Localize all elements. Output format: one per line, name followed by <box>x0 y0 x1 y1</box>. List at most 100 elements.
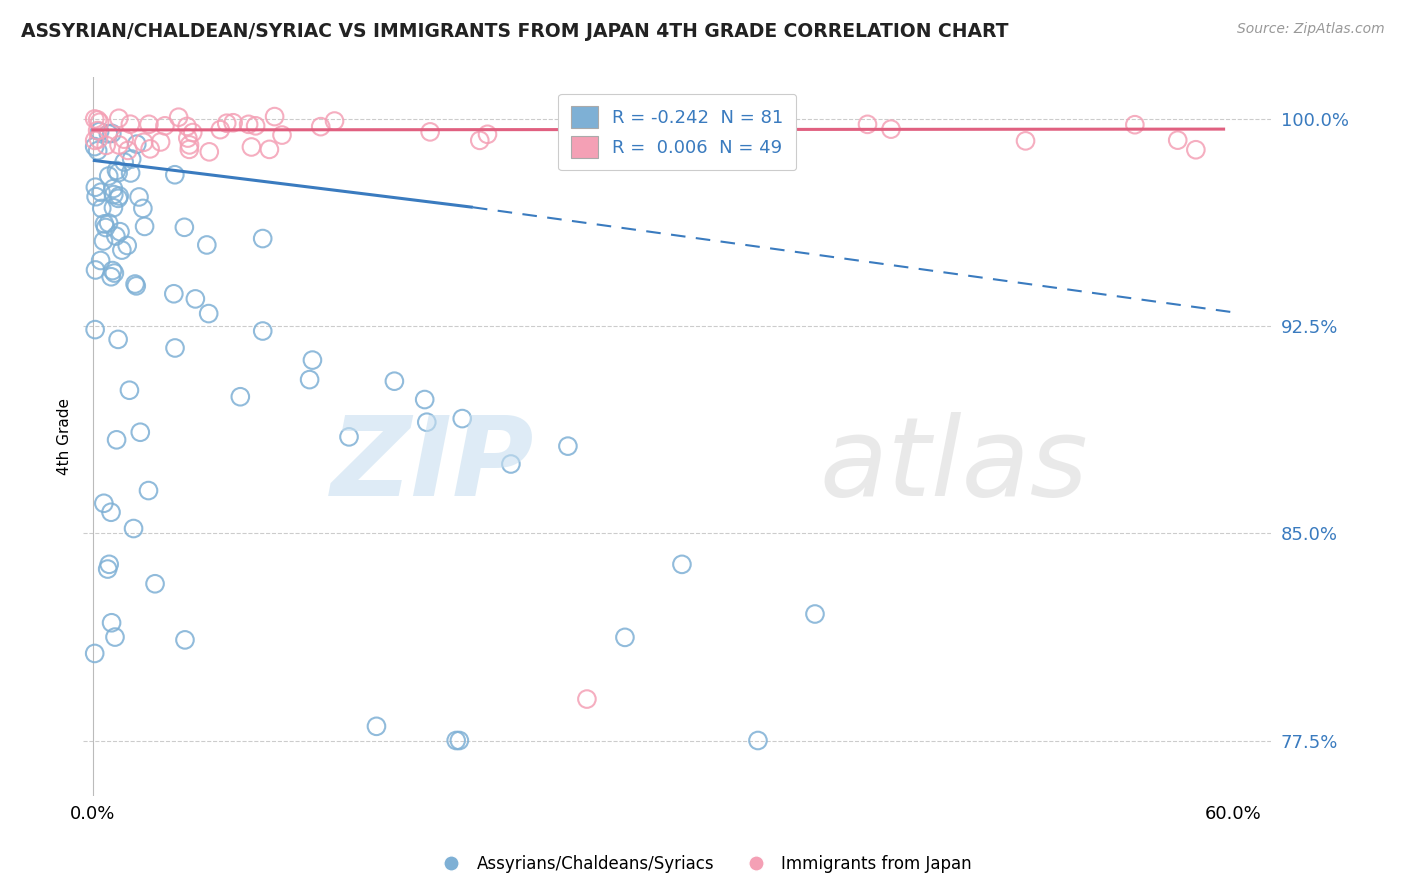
Point <box>298 373 321 387</box>
Point <box>138 483 160 498</box>
Point <box>129 425 152 440</box>
Point <box>120 117 142 131</box>
Point <box>90 253 112 268</box>
Legend: R = -0.242  N = 81, R =  0.006  N = 49: R = -0.242 N = 81, R = 0.006 N = 49 <box>558 94 796 170</box>
Point <box>86 123 108 137</box>
Point <box>163 341 186 355</box>
Point <box>90 202 112 216</box>
Point <box>112 155 135 169</box>
Point <box>1167 133 1189 147</box>
Point <box>125 137 148 152</box>
Point <box>108 189 131 203</box>
Y-axis label: 4th Grade: 4th Grade <box>58 398 72 475</box>
Point <box>671 558 693 572</box>
Point <box>93 234 115 248</box>
Point <box>163 168 186 182</box>
Point <box>90 185 112 199</box>
Point <box>804 607 827 621</box>
Point <box>96 138 118 153</box>
Point <box>174 632 197 647</box>
Point <box>184 292 207 306</box>
Point <box>100 505 122 519</box>
Text: Source: ZipAtlas.com: Source: ZipAtlas.com <box>1237 22 1385 37</box>
Point <box>104 229 127 244</box>
Point <box>616 113 638 128</box>
Point <box>83 112 105 126</box>
Point <box>101 263 124 277</box>
Point <box>94 220 117 235</box>
Point <box>139 142 162 156</box>
Point <box>747 733 769 747</box>
Point <box>105 433 128 447</box>
Point <box>163 286 186 301</box>
Point <box>252 324 274 338</box>
Point <box>222 116 245 130</box>
Point <box>132 202 155 216</box>
Point <box>108 112 131 126</box>
Point <box>103 187 125 202</box>
Point <box>100 269 122 284</box>
Point <box>179 137 201 152</box>
Point <box>103 266 125 280</box>
Point <box>108 225 131 239</box>
Point <box>97 216 120 230</box>
Point <box>111 243 134 257</box>
Point <box>93 496 115 510</box>
Point <box>413 392 436 407</box>
Point <box>301 353 323 368</box>
Point <box>337 430 360 444</box>
Point <box>117 144 139 158</box>
Point <box>138 117 160 131</box>
Point <box>271 128 294 142</box>
Point <box>419 125 441 139</box>
Point <box>132 136 155 150</box>
Point <box>83 647 105 661</box>
Point <box>107 191 129 205</box>
Point <box>451 411 474 425</box>
Point <box>238 117 260 131</box>
Point <box>134 219 156 234</box>
Point <box>1014 134 1036 148</box>
Point <box>84 180 107 194</box>
Point <box>179 142 201 156</box>
Point <box>86 144 108 158</box>
Point <box>153 119 176 133</box>
Point <box>252 231 274 245</box>
Point <box>702 126 724 140</box>
Point <box>83 133 105 147</box>
Point <box>731 129 754 144</box>
Text: ASSYRIAN/CHALDEAN/SYRIAC VS IMMIGRANTS FROM JAPAN 4TH GRADE CORRELATION CHART: ASSYRIAN/CHALDEAN/SYRIAC VS IMMIGRANTS F… <box>21 22 1008 41</box>
Point <box>128 190 150 204</box>
Point <box>245 119 267 133</box>
Point <box>121 152 143 166</box>
Point <box>86 112 108 127</box>
Point <box>97 562 120 576</box>
Point <box>149 135 172 149</box>
Point <box>84 190 107 204</box>
Point <box>215 116 238 130</box>
Point <box>84 323 107 337</box>
Text: atlas: atlas <box>820 412 1088 519</box>
Point <box>97 127 120 141</box>
Point <box>176 120 198 134</box>
Point <box>108 138 131 153</box>
Point <box>112 132 135 146</box>
Point <box>499 457 522 471</box>
Point <box>613 631 636 645</box>
Point <box>198 145 221 159</box>
Point <box>120 166 142 180</box>
Point <box>167 110 190 124</box>
Point <box>173 220 195 235</box>
Text: ZIP: ZIP <box>332 412 534 519</box>
Point <box>104 630 127 644</box>
Point <box>84 263 107 277</box>
Point <box>115 238 138 252</box>
Point <box>1123 118 1146 132</box>
Point <box>89 115 111 129</box>
Point <box>89 124 111 138</box>
Point <box>103 181 125 195</box>
Point <box>366 719 388 733</box>
Point <box>101 127 124 141</box>
Point <box>384 374 406 388</box>
Point <box>107 332 129 346</box>
